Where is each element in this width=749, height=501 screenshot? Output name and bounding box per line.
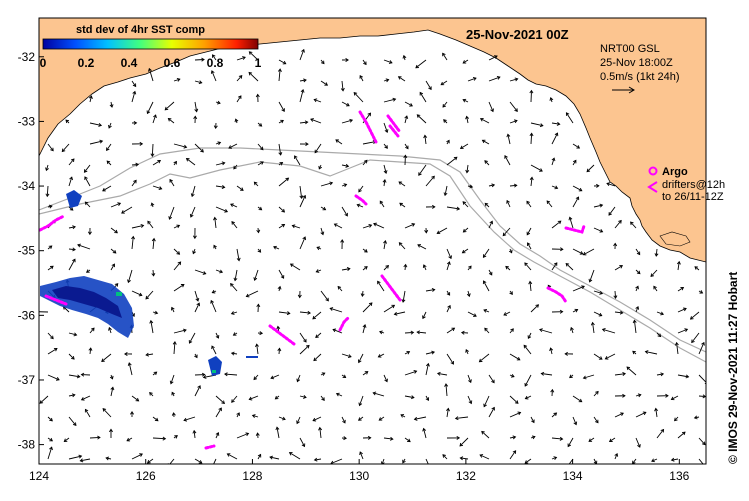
credit-text: © IMOS 29-Nov-2021 11:27 Hobart [726,272,740,464]
current-arrow [90,437,100,438]
colorbar-tick-label: 0.2 [78,56,95,70]
current-legend-line2: 25-Nov 18:00Z [600,57,673,69]
current-legend-line3: 0.5m/s (1kt 24h) [600,71,679,83]
drifters-line1: drifters@12h [662,179,725,191]
colorbar-title: std dev of 4hr SST comp [76,24,205,36]
lon-tick-label: 134 [563,469,583,483]
lon-tick-label: 124 [29,469,49,483]
sst-patch-speck-1 [116,292,122,296]
lon-tick-label: 130 [349,469,369,483]
current-arrow [531,133,532,144]
colorbar-tick-label: 1 [255,56,262,70]
colorbar-tick-label: 0.6 [164,56,181,70]
colorbar-tick-label: 0.8 [207,56,224,70]
current-arrow-head [704,466,707,469]
lon-tick-label: 126 [136,469,156,483]
current-arrow-head [36,310,39,313]
lon-tick-label: 132 [456,469,476,483]
lat-tick-label: -38 [18,438,36,452]
lat-tick-label: -35 [18,244,36,258]
lon-tick-label: 128 [242,469,262,483]
current-legend-line1: NRT00 GSL [600,43,660,55]
lat-tick-label: -33 [18,114,36,128]
sst-patch-speck-2 [212,370,216,373]
lat-tick-label: -36 [18,308,36,322]
drifters-line2: to 26/11-12Z [662,191,724,203]
current-arrow-head [211,466,214,469]
argo-label: Argo [662,166,688,178]
lat-tick-label: -34 [18,179,36,193]
colorbar-tick-label: 0.4 [121,56,138,70]
map-date-title: 25-Nov-2021 00Z [466,27,569,42]
lat-tick-label: -32 [18,50,36,64]
colorbar-gradient [43,39,258,49]
lon-tick-label: 136 [669,469,689,483]
lat-tick-label: -37 [18,373,36,387]
colorbar-tick-label: 0 [40,56,47,70]
sst-patch-speck-3 [246,356,258,358]
